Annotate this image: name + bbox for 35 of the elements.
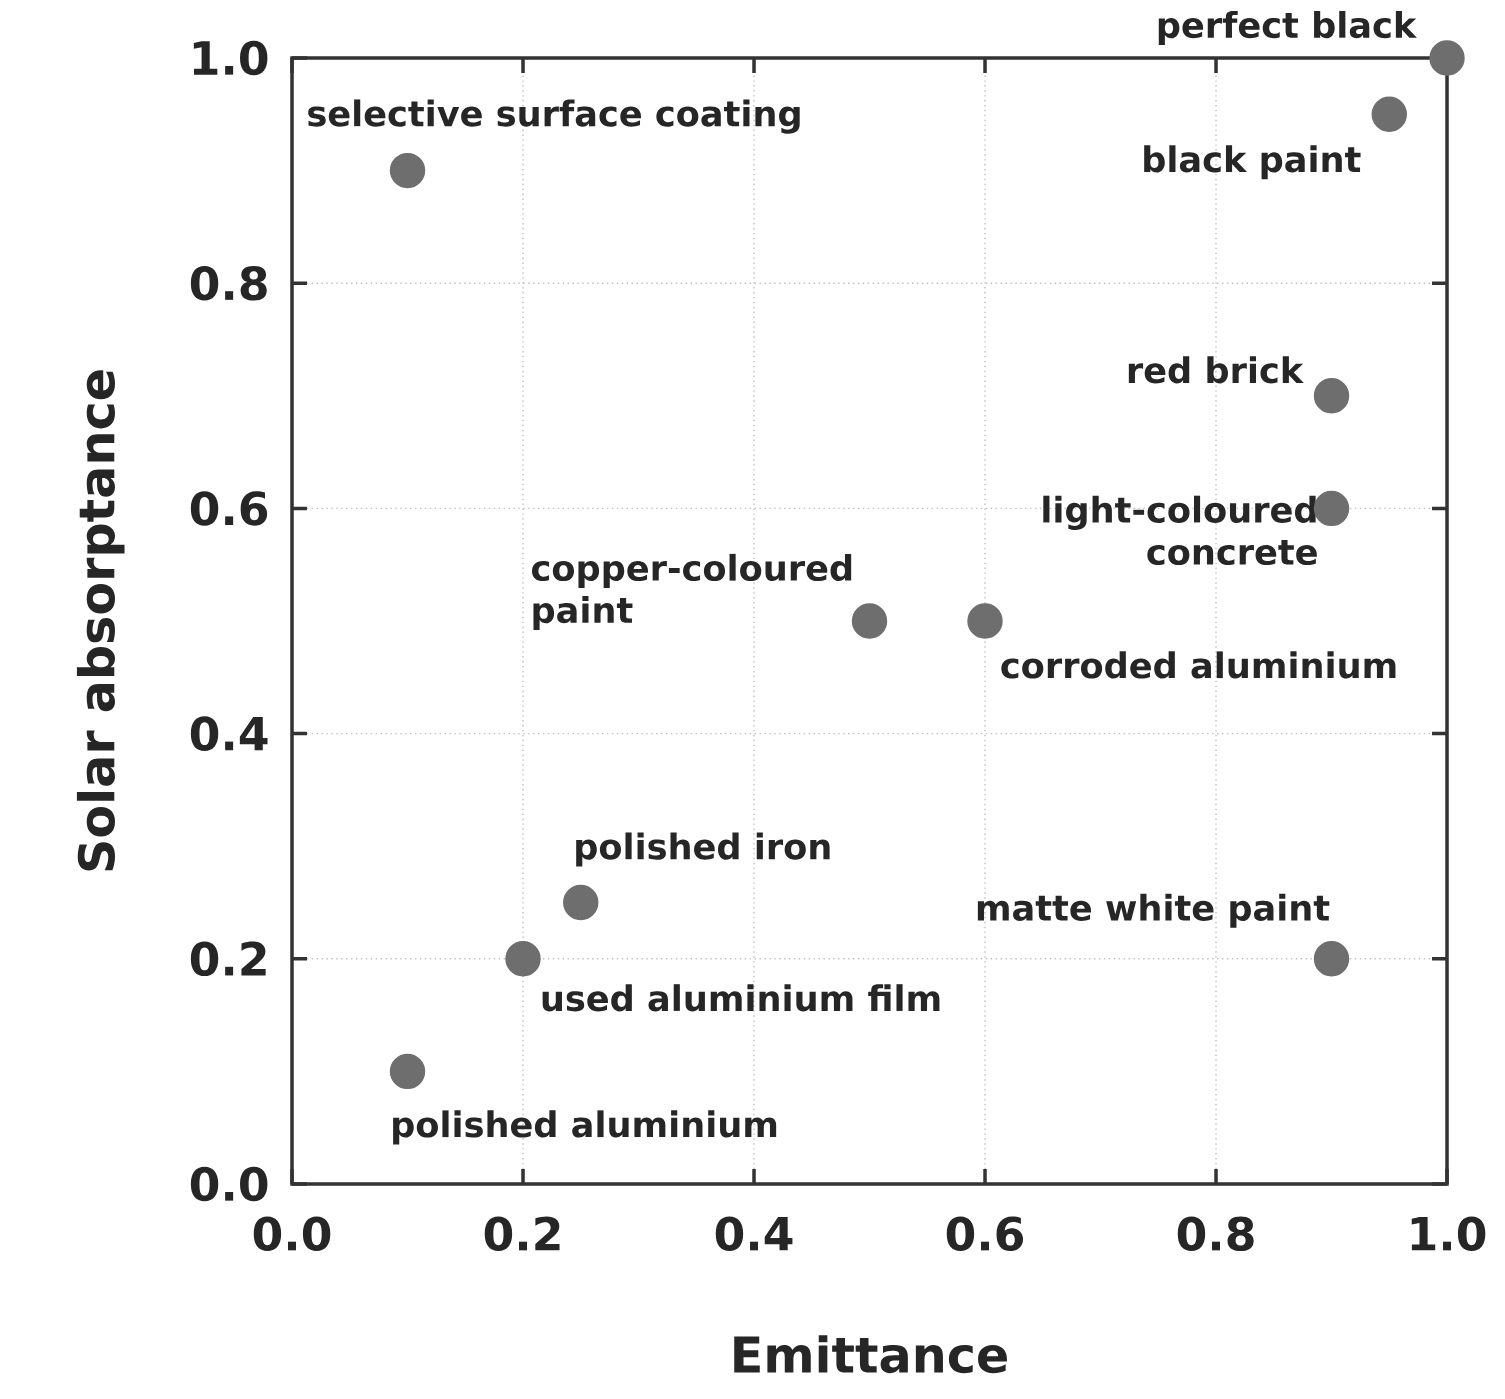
annotation: red brick xyxy=(1128,356,1304,384)
point xyxy=(967,603,1003,639)
annotation: used aluminium film xyxy=(542,984,940,1012)
point xyxy=(1429,40,1465,76)
y-tick-label: 0.2 xyxy=(190,941,266,977)
y-tick-label: 1.0 xyxy=(193,40,268,76)
x-axis-title: Emittance xyxy=(734,1335,1007,1374)
x-tick-label: 1.0 xyxy=(1411,1216,1486,1252)
y-tick-label: 0.0 xyxy=(190,1166,268,1202)
x-tick-label: 0.2 xyxy=(484,1216,560,1252)
annotation: copper-coloured paint xyxy=(532,553,852,631)
point xyxy=(389,152,426,189)
y-axis-title: Solar absorptance xyxy=(76,370,125,871)
annotation: polished aluminium xyxy=(393,1110,777,1145)
point xyxy=(851,603,888,639)
point xyxy=(1313,378,1350,414)
point xyxy=(563,884,599,921)
y-tick-label: 0.4 xyxy=(190,716,268,751)
annotation: matte white paint xyxy=(977,893,1330,928)
annotation: light-coloured concrete xyxy=(1043,495,1317,566)
annotation: corroded aluminium xyxy=(1001,651,1396,679)
annotation: selective surface coating xyxy=(308,99,800,134)
x-tick-label: 0.0 xyxy=(253,1216,331,1252)
annotation: polished iron xyxy=(576,832,830,867)
point xyxy=(1371,96,1407,133)
annotation: black paint xyxy=(1144,145,1361,180)
x-tick-label: 0.8 xyxy=(1177,1216,1254,1252)
annotation: perfect black xyxy=(1158,10,1417,46)
y-tick-label: 0.6 xyxy=(190,491,268,526)
point xyxy=(1313,941,1350,977)
point xyxy=(389,1053,426,1090)
y-tick-label: 0.8 xyxy=(190,265,267,301)
x-tick-label: 0.4 xyxy=(715,1216,793,1252)
point xyxy=(505,941,541,977)
x-tick-label: 0.6 xyxy=(946,1216,1024,1252)
